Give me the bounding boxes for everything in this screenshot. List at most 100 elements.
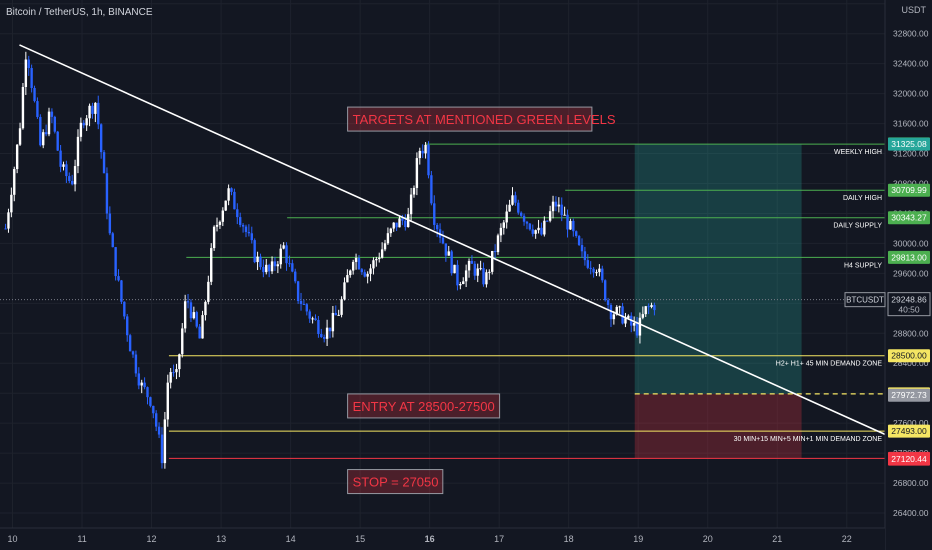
- candle-body: [378, 257, 381, 259]
- price-tick-label: 26400.00: [893, 508, 929, 518]
- candle-body: [464, 270, 468, 282]
- price-badge[interactable]: [888, 211, 930, 225]
- current-price-badge[interactable]: [887, 292, 931, 317]
- candle-body: [346, 275, 349, 283]
- candle-body: [21, 87, 25, 129]
- candle-body: [267, 264, 271, 272]
- candle-body: [401, 218, 404, 221]
- annotation-box[interactable]: [347, 469, 444, 495]
- level-label: H4 SUPPLY: [844, 262, 882, 269]
- candle-body: [644, 306, 647, 315]
- price-badge[interactable]: [888, 424, 930, 438]
- candle-body: [181, 328, 184, 355]
- candle-body: [354, 258, 358, 262]
- candle-body: [598, 268, 601, 273]
- candle-body: [343, 282, 346, 300]
- candle-body: [97, 102, 100, 125]
- price-badge-text: 30709.99: [891, 185, 927, 195]
- candle-body: [560, 204, 563, 216]
- candle-body: [369, 268, 372, 274]
- candle-body: [404, 220, 407, 228]
- candle-body: [572, 220, 575, 232]
- candle-body: [238, 217, 242, 225]
- candle-body: [105, 173, 109, 214]
- price-badge[interactable]: [888, 250, 930, 264]
- price-badge[interactable]: [888, 452, 930, 466]
- symbol-tag[interactable]: [844, 292, 886, 308]
- time-tick-label: 20: [703, 534, 713, 544]
- candle-body: [551, 201, 555, 212]
- candle-body: [44, 132, 48, 135]
- level-label: H2+ H1+ 45 MIN DEMAND ZONE: [776, 361, 883, 368]
- candle-body: [244, 226, 248, 232]
- candle-body: [517, 202, 520, 213]
- candle-body: [635, 323, 639, 336]
- candle-body: [262, 267, 265, 273]
- candle-body: [270, 261, 274, 272]
- candle-body: [91, 105, 94, 114]
- candle-body: [621, 306, 624, 324]
- candle-body: [534, 230, 537, 234]
- loss-zone[interactable]: [634, 393, 802, 459]
- candle-body: [27, 59, 30, 69]
- candle-body: [137, 373, 141, 386]
- candle-body: [175, 369, 178, 373]
- candle-body: [462, 281, 465, 285]
- candle-body: [447, 251, 450, 256]
- candle-body: [108, 213, 112, 234]
- candle-body: [653, 305, 656, 311]
- candle-body: [351, 261, 355, 271]
- candle-body: [482, 268, 485, 285]
- price-badge-text: 31325.08: [891, 139, 927, 149]
- candle-body: [612, 314, 616, 320]
- candle-body: [511, 195, 514, 205]
- time-tick-label: 16: [425, 534, 435, 544]
- price-badge[interactable]: [888, 349, 930, 363]
- candle-body: [73, 166, 77, 185]
- candle-body: [499, 227, 503, 236]
- trendline[interactable]: [19, 44, 886, 436]
- candle-body: [288, 263, 291, 265]
- annotation-box[interactable]: [347, 393, 501, 419]
- position-tool[interactable]: [634, 144, 885, 459]
- candle-body: [366, 273, 369, 277]
- candle-body: [441, 237, 445, 244]
- candle-body: [546, 220, 549, 222]
- candle-body: [82, 122, 85, 126]
- candle-body: [540, 227, 543, 235]
- candle-body: [360, 269, 364, 273]
- price-tick-label: 31200.00: [893, 149, 929, 159]
- price-axis[interactable]: 32800.00 32400.00 32000.00 31600.00 31200.00…: [844, 0, 932, 550]
- time-tick-label: 17: [494, 534, 504, 544]
- price-badge[interactable]: [888, 388, 930, 402]
- horizontal-levels: WEEKLY HIGH DAILY HIGH DAILY SUPPLY H4 SUPP…: [0, 143, 885, 459]
- profit-zone[interactable]: [634, 144, 802, 394]
- candle-body: [456, 264, 459, 286]
- candle-body: [207, 281, 210, 302]
- candle-body: [476, 268, 479, 276]
- candle-body: [424, 144, 427, 154]
- candle-body: [33, 87, 36, 102]
- candle-body: [198, 326, 201, 339]
- candle-body: [47, 111, 51, 135]
- price-tick-label: 30800.00: [893, 178, 929, 188]
- candle-body: [70, 180, 74, 185]
- price-badge[interactable]: [888, 183, 930, 197]
- candle-body: [79, 122, 83, 137]
- candle-body: [569, 220, 572, 230]
- candle-body: [157, 426, 161, 435]
- candle-body: [435, 224, 439, 230]
- candle-body: [433, 203, 436, 225]
- annotations[interactable]: TARGETS AT MENTIONED GREEN LEVELS ENTRY A…: [347, 106, 616, 495]
- trend-line[interactable]: [19, 44, 886, 436]
- candle-body: [13, 169, 16, 195]
- annotation-box[interactable]: [347, 106, 593, 132]
- price-badge[interactable]: [888, 137, 930, 151]
- candle-body: [502, 222, 505, 228]
- time-axis[interactable]: 10 11 12 13 14 15 16 17 18 19 20 21 22: [0, 527, 885, 550]
- candle-body: [15, 144, 19, 170]
- candle-body: [606, 300, 610, 305]
- candle-body: [204, 301, 207, 316]
- candle-body: [166, 382, 169, 420]
